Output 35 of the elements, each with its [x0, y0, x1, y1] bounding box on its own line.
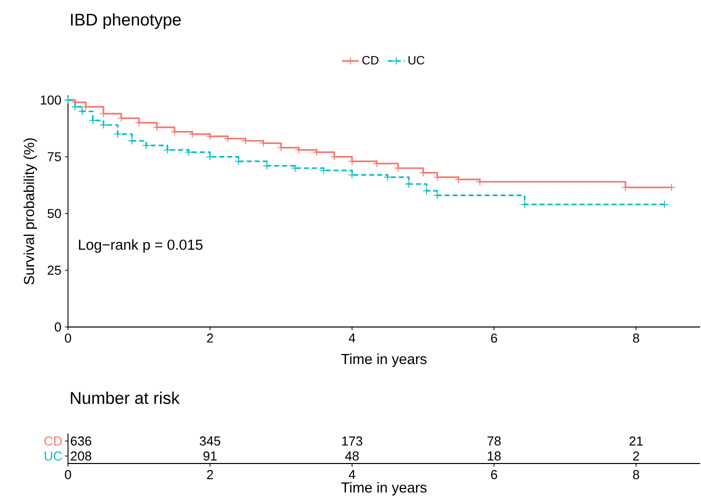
x-tick-label: 4	[348, 334, 356, 342]
y-tick-label: 75	[48, 152, 61, 162]
data-label: 18	[488, 451, 501, 461]
y-tick-label: UC	[44, 451, 62, 461]
y-tick-label: 50	[48, 208, 61, 218]
chart-title: Number at risk	[70, 392, 180, 404]
x-tick-label: 8	[633, 470, 640, 480]
legend-label: CD	[362, 56, 378, 64]
y-axis-title: Survival probability (%)	[24, 138, 38, 284]
chart-title: IBD phenotype	[71, 13, 181, 29]
data-label: 208	[70, 451, 92, 461]
annotation: Log−rank p = 0.015	[79, 239, 203, 253]
data-label: 345	[200, 436, 220, 446]
data-label: 2	[633, 451, 640, 461]
y-tick-label: CD	[44, 436, 62, 446]
data-label: 78	[488, 436, 501, 446]
x-axis-title: Time in years	[341, 354, 427, 367]
data-label: 21	[630, 436, 643, 446]
y-tick-label: 25	[48, 266, 61, 275]
x-tick-label: 0	[64, 470, 72, 480]
x-tick-label: 0	[64, 334, 72, 343]
data-label: 48	[345, 451, 359, 461]
y-tick-label: 100	[40, 95, 61, 105]
data-label: 91	[203, 451, 217, 461]
x-tick-label: 6	[491, 334, 498, 343]
legend-label: UC	[408, 56, 424, 64]
x-tick-label: 6	[491, 470, 498, 480]
y-tick-label: 0	[54, 322, 61, 332]
x-tick-label: 8	[633, 334, 640, 343]
data-label: 636	[70, 436, 92, 446]
data-label: 173	[342, 436, 362, 446]
x-axis-title: Time in years	[341, 482, 427, 496]
x-tick-label: 2	[207, 470, 213, 480]
x-tick-label: 4	[348, 470, 356, 479]
x-tick-label: 2	[207, 334, 213, 343]
